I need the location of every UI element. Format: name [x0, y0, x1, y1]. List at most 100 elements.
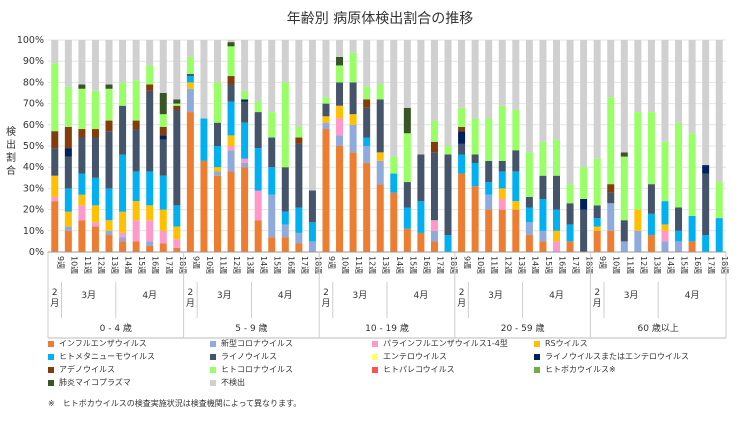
bar-segment	[485, 40, 493, 119]
bar-segment	[376, 160, 384, 185]
legend-item: エンテロウイルス	[372, 351, 534, 362]
bar-segment	[91, 205, 99, 223]
bar-segment	[186, 82, 194, 89]
week-tick-label: 16週	[422, 256, 431, 274]
bar-segment	[430, 120, 438, 142]
stacked-bar-chart: 年齢別 病原体検出割合の推移 検出割合 0% 10% 20% 30% 40% 50% 60%…	[6, 10, 729, 339]
bar-segment	[241, 167, 249, 252]
legend-label: RSウイルス	[545, 339, 588, 348]
bar-segment	[119, 232, 127, 238]
bar-segment	[607, 192, 615, 204]
bar-segment	[227, 135, 235, 146]
week-tick-label: 12週	[96, 256, 105, 274]
legend-swatch	[48, 353, 54, 360]
bar-segment	[634, 40, 642, 113]
month-label: 月	[186, 298, 195, 309]
bar-segment	[214, 122, 221, 146]
bar-segment	[661, 224, 669, 231]
bar-segment	[647, 184, 655, 214]
bar-segment	[64, 230, 72, 252]
bar-segment	[227, 46, 235, 77]
week-tick-label: 12週	[232, 256, 241, 274]
bar-segment	[363, 99, 371, 108]
week-tick-label: 16週	[693, 256, 702, 274]
bar-segment	[78, 205, 86, 221]
week-tick-label: 9週	[191, 256, 200, 269]
bar-segment	[607, 184, 615, 193]
bar-segment	[227, 42, 235, 47]
legend-label: 肺炎マイコプラズマ	[59, 378, 131, 387]
legend-label: インフルエンザウイルス	[59, 339, 147, 348]
bar-segment	[593, 40, 601, 159]
bar-segment	[675, 122, 683, 208]
bar-segment	[376, 40, 384, 85]
legend-item: ヒトボカウイルス※	[534, 364, 704, 375]
bar-segment	[539, 230, 547, 242]
legend-item: ヒトパレコウイルス	[372, 364, 534, 375]
bar-segment	[444, 146, 452, 155]
bars	[51, 40, 723, 252]
week-tick-label: 15週	[544, 256, 553, 274]
bar-segment	[471, 40, 479, 119]
legend-label: 不検出	[221, 378, 245, 387]
bar-segment	[620, 156, 628, 221]
month-label: 月	[321, 298, 330, 309]
legend-swatch	[534, 366, 540, 373]
bar-segment	[512, 171, 520, 202]
month-label: 2	[459, 288, 465, 298]
legend-label: エンテロウイルス	[383, 352, 447, 361]
bar-segment	[675, 40, 683, 123]
bar-segment	[119, 237, 127, 242]
bar-segment	[132, 201, 140, 221]
bar-segment	[295, 126, 303, 138]
bar-segment	[132, 241, 140, 252]
bar-segment	[51, 196, 59, 202]
bar-segment	[241, 40, 249, 91]
bar-segment	[688, 40, 696, 134]
week-tick-label: 10週	[476, 256, 485, 274]
y-tick-label: 70%	[23, 99, 44, 110]
bar-segment	[132, 171, 140, 202]
bar-segment	[417, 232, 425, 252]
bar-segment	[159, 175, 167, 210]
bar-segment	[444, 40, 452, 146]
bar-segment	[91, 129, 99, 138]
week-tick-label: 17週	[300, 256, 309, 274]
bar-segment	[376, 184, 384, 252]
bar-segment	[241, 101, 249, 123]
bar-segment	[525, 207, 533, 223]
bar-segment	[702, 173, 710, 236]
bar-segment	[471, 162, 479, 187]
bar-segment	[91, 90, 99, 130]
bar-segment	[675, 230, 683, 242]
month-label: 4月	[278, 290, 293, 301]
age-group-label: 0 - 4 歳	[100, 322, 132, 334]
bar-segment	[146, 245, 154, 252]
week-tick-label: 18週	[313, 256, 322, 274]
bar-segment	[349, 124, 357, 153]
bar-segment	[51, 131, 59, 149]
legend-item: ヒトメタニューモウイルス	[48, 351, 210, 362]
bar-segment	[173, 226, 181, 240]
bar-segment	[485, 209, 493, 252]
bar-segment	[186, 56, 194, 74]
bar-segment	[661, 241, 669, 252]
bar-segment	[593, 218, 601, 227]
legend-swatch	[534, 353, 540, 360]
month-label: 2	[52, 288, 58, 298]
bar-segment	[105, 88, 113, 121]
bar-segment	[322, 129, 330, 252]
legend-item: インフルエンザウイルス	[48, 338, 210, 349]
bar-segment	[241, 158, 249, 163]
bar-segment	[119, 241, 127, 252]
legend-item: ライノウイルス	[210, 351, 372, 362]
bar-segment	[417, 201, 425, 233]
bar-segment	[390, 40, 398, 157]
week-tick-label: 13週	[652, 256, 661, 274]
bar-segment	[498, 199, 506, 210]
legend-label: ライノウイルスまたはエンテロウイルス	[545, 352, 689, 361]
bar-segment	[336, 105, 344, 119]
bar-segment	[485, 194, 493, 210]
week-tick-label: 16週	[286, 256, 295, 274]
legend-swatch	[534, 340, 540, 347]
